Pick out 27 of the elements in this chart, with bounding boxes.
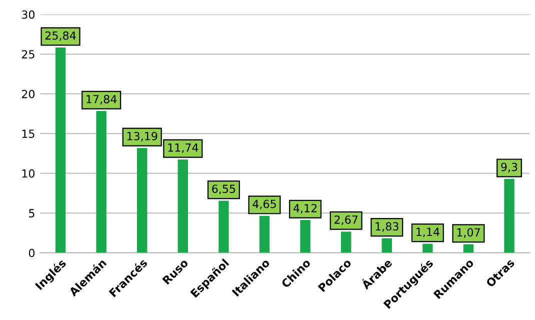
bar xyxy=(463,244,474,253)
data-label: 1,07 xyxy=(457,228,480,238)
data-label: 11,74 xyxy=(168,144,198,153)
bar xyxy=(422,244,433,253)
y-tick-label: 0 xyxy=(28,248,35,258)
data-label: 25,84 xyxy=(45,31,76,41)
y-tick-label: 10 xyxy=(22,169,35,178)
bar xyxy=(300,220,310,253)
y-tick-label: 15 xyxy=(22,130,34,138)
bar xyxy=(137,148,148,253)
bar xyxy=(340,232,352,253)
y-tick-label: 25 xyxy=(22,50,34,59)
data-label: 17,84 xyxy=(86,94,117,104)
y-tick-label: 20 xyxy=(22,90,35,98)
bar xyxy=(178,160,188,253)
data-label: 6,55 xyxy=(212,184,236,194)
data-label: 13,19 xyxy=(127,132,158,142)
data-label: 4,65 xyxy=(252,200,276,210)
data-label: 1,83 xyxy=(376,222,398,232)
y-tick-label: 5 xyxy=(29,209,34,218)
data-label: 9,3 xyxy=(501,162,518,172)
data-label: 2,67 xyxy=(334,215,358,226)
bar xyxy=(96,111,106,253)
data-label: 1,14 xyxy=(416,228,440,238)
y-tick-label: 30 xyxy=(22,10,35,19)
data-label: 4,12 xyxy=(293,204,317,214)
bar xyxy=(55,47,66,253)
